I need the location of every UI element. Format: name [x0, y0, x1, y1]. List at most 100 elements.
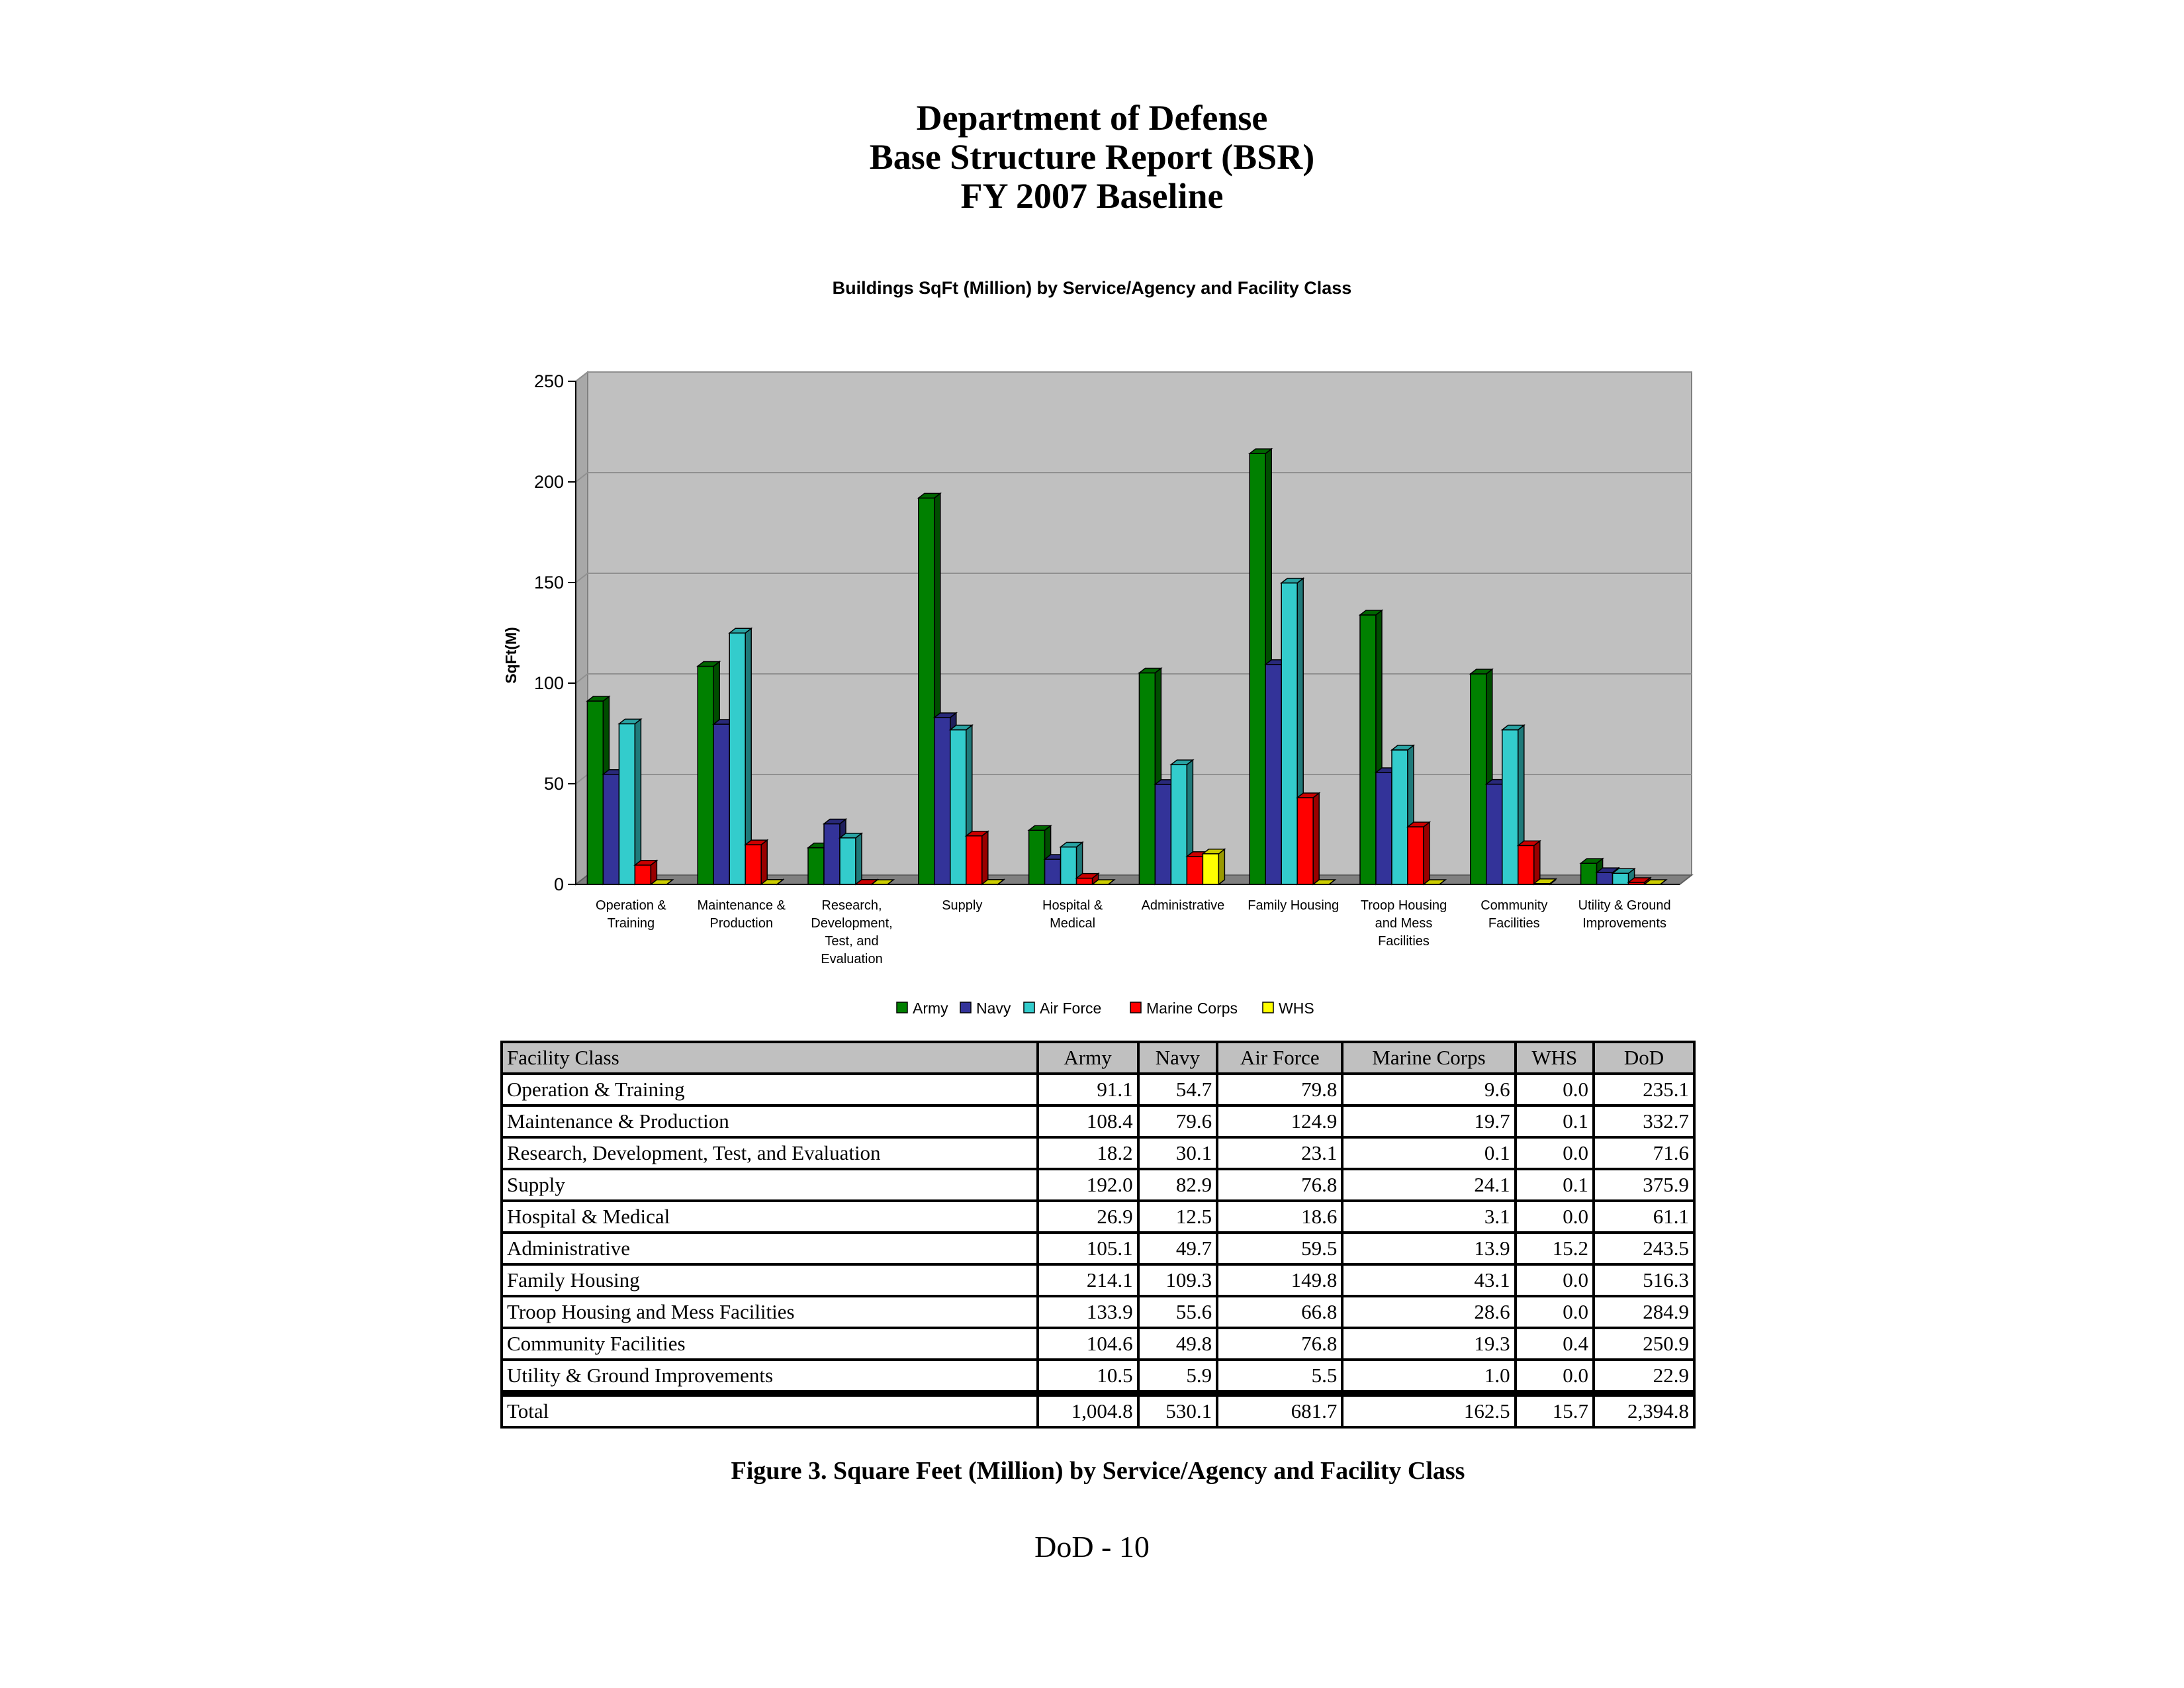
- bar-side: [1533, 839, 1541, 886]
- report-title-line1: Department of Defense: [916, 98, 1268, 138]
- value-cell: 19.7: [1341, 1104, 1517, 1139]
- bar-front: [807, 847, 825, 885]
- value-cell: 30.1: [1136, 1136, 1219, 1170]
- value-cell: 0.0: [1514, 1358, 1595, 1395]
- value-cell: 124.9: [1216, 1104, 1344, 1139]
- value-cell: 0.0: [1514, 1263, 1595, 1297]
- value-cell: 15.2: [1514, 1231, 1595, 1266]
- value-cell: 66.8: [1216, 1295, 1344, 1329]
- bar-whs: [649, 879, 674, 885]
- y-tick-label: 150: [534, 573, 564, 592]
- legend-label: Marine Corps: [1146, 1000, 1238, 1017]
- bar-top: [1312, 879, 1337, 885]
- facility-class-cell: Family Housing: [500, 1263, 1039, 1297]
- bar-front: [918, 497, 935, 885]
- bar-side: [760, 839, 768, 886]
- value-cell: 284.9: [1592, 1295, 1696, 1329]
- value-cell: 19.3: [1341, 1327, 1517, 1361]
- bar-top: [933, 712, 958, 718]
- table-row: Maintenance & Production 108.4 79.6 124.9 19…: [500, 1104, 1696, 1139]
- value-cell: 149.8: [1216, 1263, 1344, 1297]
- legend-label: WHS: [1279, 1000, 1314, 1017]
- value-cell: 109.3: [1136, 1263, 1219, 1297]
- bar-top: [1248, 448, 1273, 454]
- facility-class-cell: Administrative: [500, 1231, 1039, 1266]
- value-cell: 28.6: [1341, 1295, 1517, 1329]
- value-cell: 0.1: [1514, 1104, 1595, 1139]
- table-row: Administrative 105.1 49.7 59.5 13.9 15.2 243.5: [500, 1231, 1696, 1266]
- bar-whs: [980, 878, 1005, 886]
- y-axis-label: SqFt(M): [502, 627, 520, 684]
- bar-top: [728, 628, 753, 634]
- bar-front: [839, 837, 856, 885]
- value-cell: 23.1: [1216, 1136, 1344, 1170]
- bar-top: [1532, 878, 1557, 884]
- bar-top: [838, 833, 864, 839]
- value-cell: 0.0: [1514, 1295, 1595, 1329]
- table-header-cell: Army: [1036, 1041, 1140, 1075]
- bar-top: [1296, 792, 1321, 798]
- bar-air-force: [1059, 841, 1084, 886]
- bar-top: [1611, 868, 1636, 874]
- bar-army: [1027, 824, 1052, 886]
- bar-top: [1406, 821, 1432, 827]
- bar-top: [1643, 879, 1668, 885]
- table-row: Troop Housing and Mess Facilities 133.9 55…: [500, 1295, 1696, 1329]
- bar-marine-corps: [1075, 872, 1100, 886]
- x-category-label: Utility & Ground Improvements: [1578, 898, 1671, 931]
- value-cell: 59.5: [1216, 1231, 1344, 1266]
- value-cell: 82.9: [1136, 1168, 1219, 1202]
- bar-whs: [1532, 878, 1557, 886]
- bar-side: [634, 718, 642, 886]
- value-cell: 192.0: [1036, 1168, 1140, 1202]
- bar-whs: [870, 879, 895, 885]
- legend-swatch: [896, 1002, 908, 1013]
- bar-front: [1391, 749, 1408, 885]
- bar-front: [1028, 829, 1046, 885]
- report-title-line2: Base Structure Report (BSR): [869, 137, 1315, 177]
- value-cell: 530.1: [1136, 1390, 1219, 1429]
- value-cell: 2,394.8: [1592, 1390, 1696, 1429]
- bar-front: [1375, 772, 1392, 885]
- value-cell: 61.1: [1592, 1199, 1696, 1234]
- value-cell: 0.0: [1514, 1072, 1595, 1107]
- bar-front: [729, 632, 746, 885]
- gridline-side: [575, 673, 588, 684]
- table-row: Operation & Training 91.1 54.7 79.8 9.6 0.0 23…: [500, 1072, 1696, 1107]
- bar-chart: Buildings SqFt (Million) by Service/Agen…: [502, 278, 1694, 1017]
- bar-air-force: [728, 627, 753, 886]
- value-cell: 250.9: [1592, 1327, 1696, 1361]
- value-cell: 105.1: [1036, 1231, 1140, 1266]
- bar-front: [1580, 863, 1598, 885]
- bar-side: [981, 830, 989, 886]
- bar-marine-corps: [1406, 821, 1432, 886]
- table-row: Research, Development, Test, and Evaluat…: [500, 1136, 1696, 1170]
- bar-top: [760, 878, 785, 885]
- bar-front: [1202, 853, 1220, 885]
- table-header-cell: WHS: [1514, 1041, 1595, 1075]
- bar-side: [1312, 792, 1320, 886]
- table-header-cell: Navy: [1136, 1041, 1219, 1075]
- value-cell: 0.0: [1514, 1136, 1595, 1170]
- bar-top: [696, 661, 721, 667]
- bar-top: [586, 696, 611, 702]
- x-category-label: Family Housing: [1248, 898, 1339, 913]
- bar-front: [1060, 846, 1077, 885]
- value-cell: 18.6: [1216, 1199, 1344, 1234]
- bar-front: [1470, 673, 1487, 885]
- value-cell: 1.0: [1341, 1358, 1517, 1395]
- bar-front: [745, 844, 762, 885]
- bar-front: [823, 823, 841, 885]
- value-cell: 375.9: [1592, 1168, 1696, 1202]
- bar-marine-corps: [964, 830, 989, 886]
- value-cell: 15.7: [1514, 1390, 1595, 1429]
- value-cell: 104.6: [1036, 1327, 1140, 1361]
- bar-whs: [1091, 879, 1116, 885]
- bar-front: [713, 724, 730, 885]
- y-tick-label: 100: [534, 673, 564, 693]
- facility-class-cell: Supply: [500, 1168, 1039, 1202]
- table-body: Operation & Training 91.1 54.7 79.8 9.6 0.0 23…: [500, 1072, 1696, 1429]
- legend-swatch: [1262, 1002, 1274, 1013]
- value-cell: 26.9: [1036, 1199, 1140, 1234]
- value-cell: 516.3: [1592, 1263, 1696, 1297]
